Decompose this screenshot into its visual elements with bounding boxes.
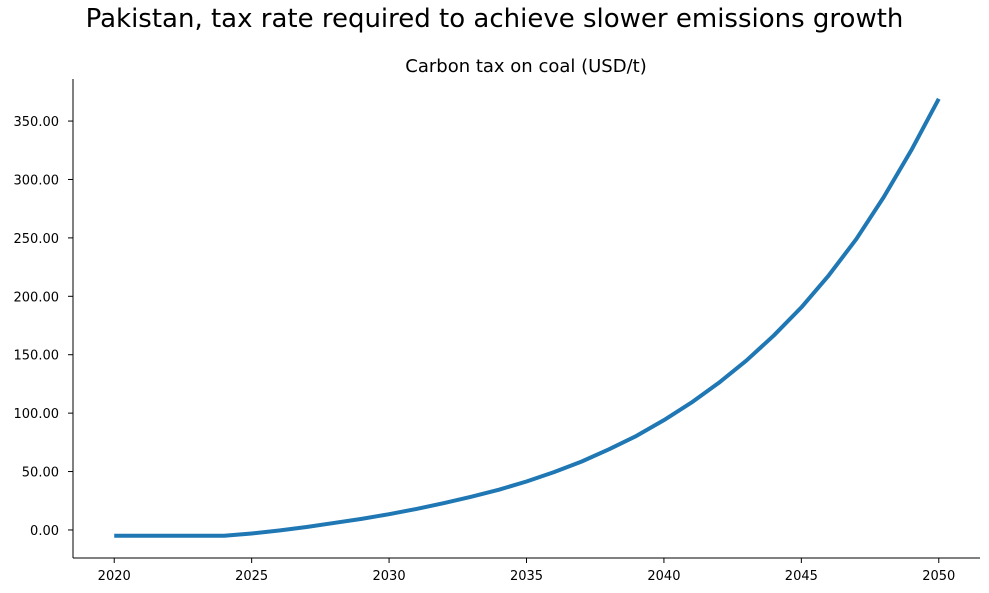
- y-tick-label: 150.00: [14, 349, 60, 364]
- y-tick-label: 100.00: [14, 407, 60, 422]
- x-tick-label: 2045: [785, 569, 818, 584]
- x-tick-label: 2020: [98, 569, 131, 584]
- y-tick-label: 300.00: [14, 173, 60, 188]
- x-tick-label: 2050: [922, 569, 955, 584]
- chart-title: Carbon tax on coal (USD/t): [405, 56, 646, 77]
- x-axis-ticks: 2020 2025 2030 2035 2040 2045 2050: [98, 558, 955, 584]
- series-line-0: [114, 97, 941, 538]
- figure-suptitle: Pakistan, tax rate required to achieve s…: [85, 4, 904, 34]
- x-tick-label: 2040: [647, 569, 680, 584]
- series-group: [114, 97, 941, 538]
- x-tick-label: 2025: [235, 569, 268, 584]
- y-tick-label: 200.00: [14, 290, 60, 305]
- y-tick-label: 250.00: [14, 232, 60, 247]
- y-axis-ticks: 0.00 50.00 100.00 150.00 200.00 250.00 300.00 3…: [14, 115, 73, 539]
- y-tick-label: 350.00: [14, 115, 60, 130]
- y-tick-label: 50.00: [22, 466, 59, 481]
- x-tick-label: 2035: [510, 569, 543, 584]
- x-tick-label: 2030: [373, 569, 406, 584]
- y-tick-label: 0.00: [30, 524, 59, 539]
